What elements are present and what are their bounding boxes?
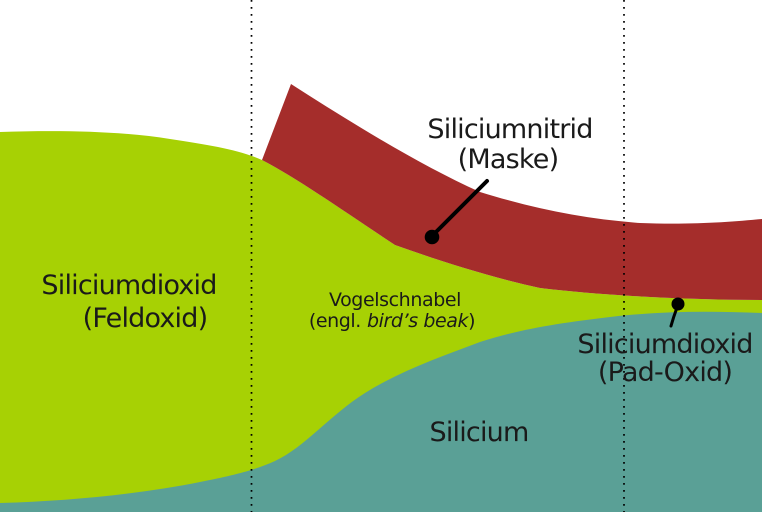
nitride-pointer-line	[434, 179, 489, 234]
birds-beak-label-italic: bird’s beak	[367, 310, 470, 332]
birds-beak-label-line2: (engl. bird’s beak)	[309, 310, 475, 332]
pad-oxide-pointer-dot	[671, 297, 685, 311]
nitride-mask-region	[262, 84, 762, 300]
pad-oxide-pointer-line	[669, 307, 678, 328]
silicon-region	[0, 311, 762, 512]
nitride-pointer-dot	[424, 229, 440, 245]
silicon-label: Silicium	[429, 417, 528, 448]
birds-beak-label-suffix: )	[468, 310, 475, 332]
nitride-label-line1: Siliciumnitrid	[427, 114, 592, 145]
field-oxide-label-line2: (Feldoxid)	[83, 303, 208, 334]
nitride-label-line2: (Maske)	[458, 144, 559, 175]
birds-beak-label-line1: Vogelschnabel	[329, 289, 461, 311]
birds-beak-label-prefix: (engl.	[309, 310, 361, 332]
pad-oxide-label-line2: (Pad-Oxid)	[598, 357, 732, 388]
field-oxide-label-line1: Siliciumdioxid	[41, 270, 216, 301]
pad-oxide-label-line1: Siliciumdioxid	[577, 329, 752, 360]
